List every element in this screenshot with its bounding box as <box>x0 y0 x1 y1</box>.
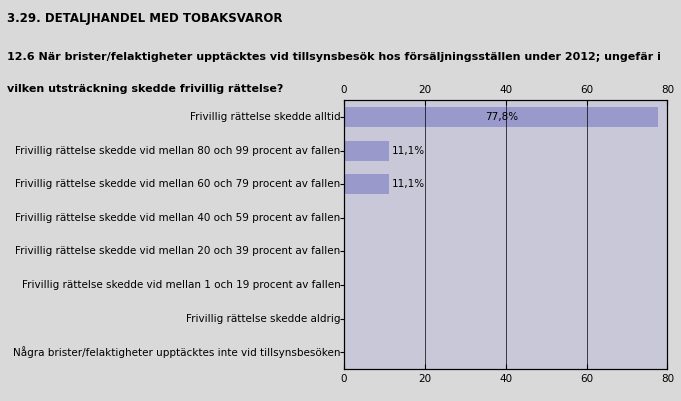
Text: Frivillig rättelse skedde vid mellan 60 och 79 procent av fallen: Frivillig rättelse skedde vid mellan 60 … <box>15 179 340 189</box>
Text: 12.6 När brister/felaktigheter upptäcktes vid tillsynsbesök hos försäljningsstäl: 12.6 När brister/felaktigheter upptäckte… <box>7 52 661 62</box>
Text: 3.29. DETALJHANDEL MED TOBAKSVAROR: 3.29. DETALJHANDEL MED TOBAKSVAROR <box>7 12 283 25</box>
Text: Frivillig rättelse skedde vid mellan 20 och 39 procent av fallen: Frivillig rättelse skedde vid mellan 20 … <box>15 246 340 256</box>
Bar <box>344 107 659 127</box>
Text: Frivillig rättelse skedde vid mellan 80 och 99 procent av fallen: Frivillig rättelse skedde vid mellan 80 … <box>15 146 340 156</box>
Text: vilken utsträckning skedde frivillig rättelse?: vilken utsträckning skedde frivillig rät… <box>7 84 283 94</box>
Text: Frivillig rättelse skedde vid mellan 40 och 59 procent av fallen: Frivillig rättelse skedde vid mellan 40 … <box>15 213 340 223</box>
Text: 11,1%: 11,1% <box>392 146 425 156</box>
Text: Frivillig rättelse skedde vid mellan 1 och 19 procent av fallen: Frivillig rättelse skedde vid mellan 1 o… <box>22 280 340 290</box>
Bar <box>344 174 389 194</box>
Text: Frivillig rättelse skedde aldrig: Frivillig rättelse skedde aldrig <box>186 314 340 324</box>
Text: 11,1%: 11,1% <box>392 179 425 189</box>
Text: Några brister/felaktigheter upptäcktes inte vid tillsynsbesöken: Några brister/felaktigheter upptäcktes i… <box>13 346 340 358</box>
Text: 77,8%: 77,8% <box>485 112 518 122</box>
Bar <box>344 141 389 161</box>
Text: Frivillig rättelse skedde alltid: Frivillig rättelse skedde alltid <box>190 112 340 122</box>
